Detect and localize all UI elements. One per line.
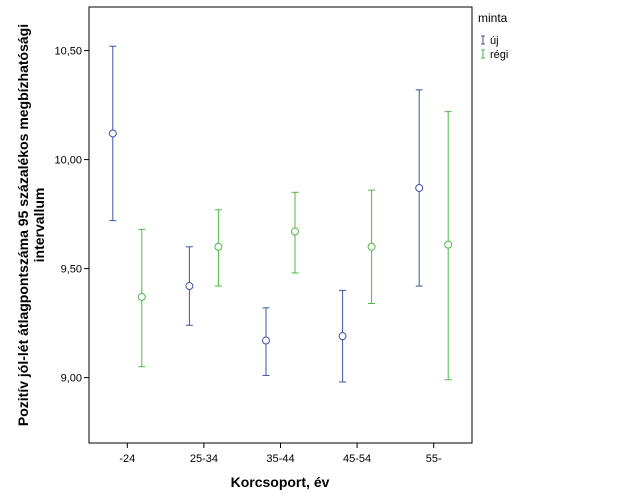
x-tick-label: 25-34	[190, 453, 218, 465]
y-tick-label: 10,50	[54, 46, 82, 58]
legend: minta új régi	[478, 11, 508, 61]
mean-point	[367, 242, 376, 251]
x-axis: -24 25-34 35-44 45-54 55-	[119, 443, 442, 465]
error-bars	[108, 45, 453, 383]
y-axis-title-line-1: Pozitív jól-lét átlagpontszáma 95 százal…	[15, 24, 31, 426]
mean-point	[415, 183, 424, 192]
mean-point	[444, 240, 453, 249]
y-axis-title-line-2: intervallum	[31, 188, 47, 263]
mean-point	[137, 292, 146, 301]
x-tick-label: -24	[119, 453, 135, 465]
series-regi	[137, 111, 453, 381]
x-tick-label: 45-54	[343, 453, 371, 465]
series-uj	[108, 45, 424, 383]
mean-point	[338, 332, 347, 341]
y-axis-title: Pozitív jól-lét átlagpontszáma 95 százal…	[15, 24, 47, 426]
mean-point	[262, 336, 270, 345]
y-tick-label: 10,00	[54, 155, 82, 167]
legend-label: új	[490, 35, 499, 47]
y-axis: 9,00 9,50 10,00 10,50	[54, 46, 89, 385]
y-tick-label: 9,00	[61, 373, 82, 385]
legend-label: régi	[490, 49, 508, 61]
mean-point	[291, 227, 299, 236]
mean-point	[214, 242, 223, 251]
plot-frame	[88, 6, 473, 444]
x-axis-title: Korcsoport, év	[231, 474, 330, 490]
x-tick-label: 55-	[426, 453, 442, 465]
y-tick-label: 9,50	[61, 264, 82, 276]
mean-point	[185, 282, 194, 291]
mean-point	[108, 129, 117, 138]
legend-title: minta	[478, 11, 508, 25]
x-tick-label: 35-44	[266, 453, 294, 465]
